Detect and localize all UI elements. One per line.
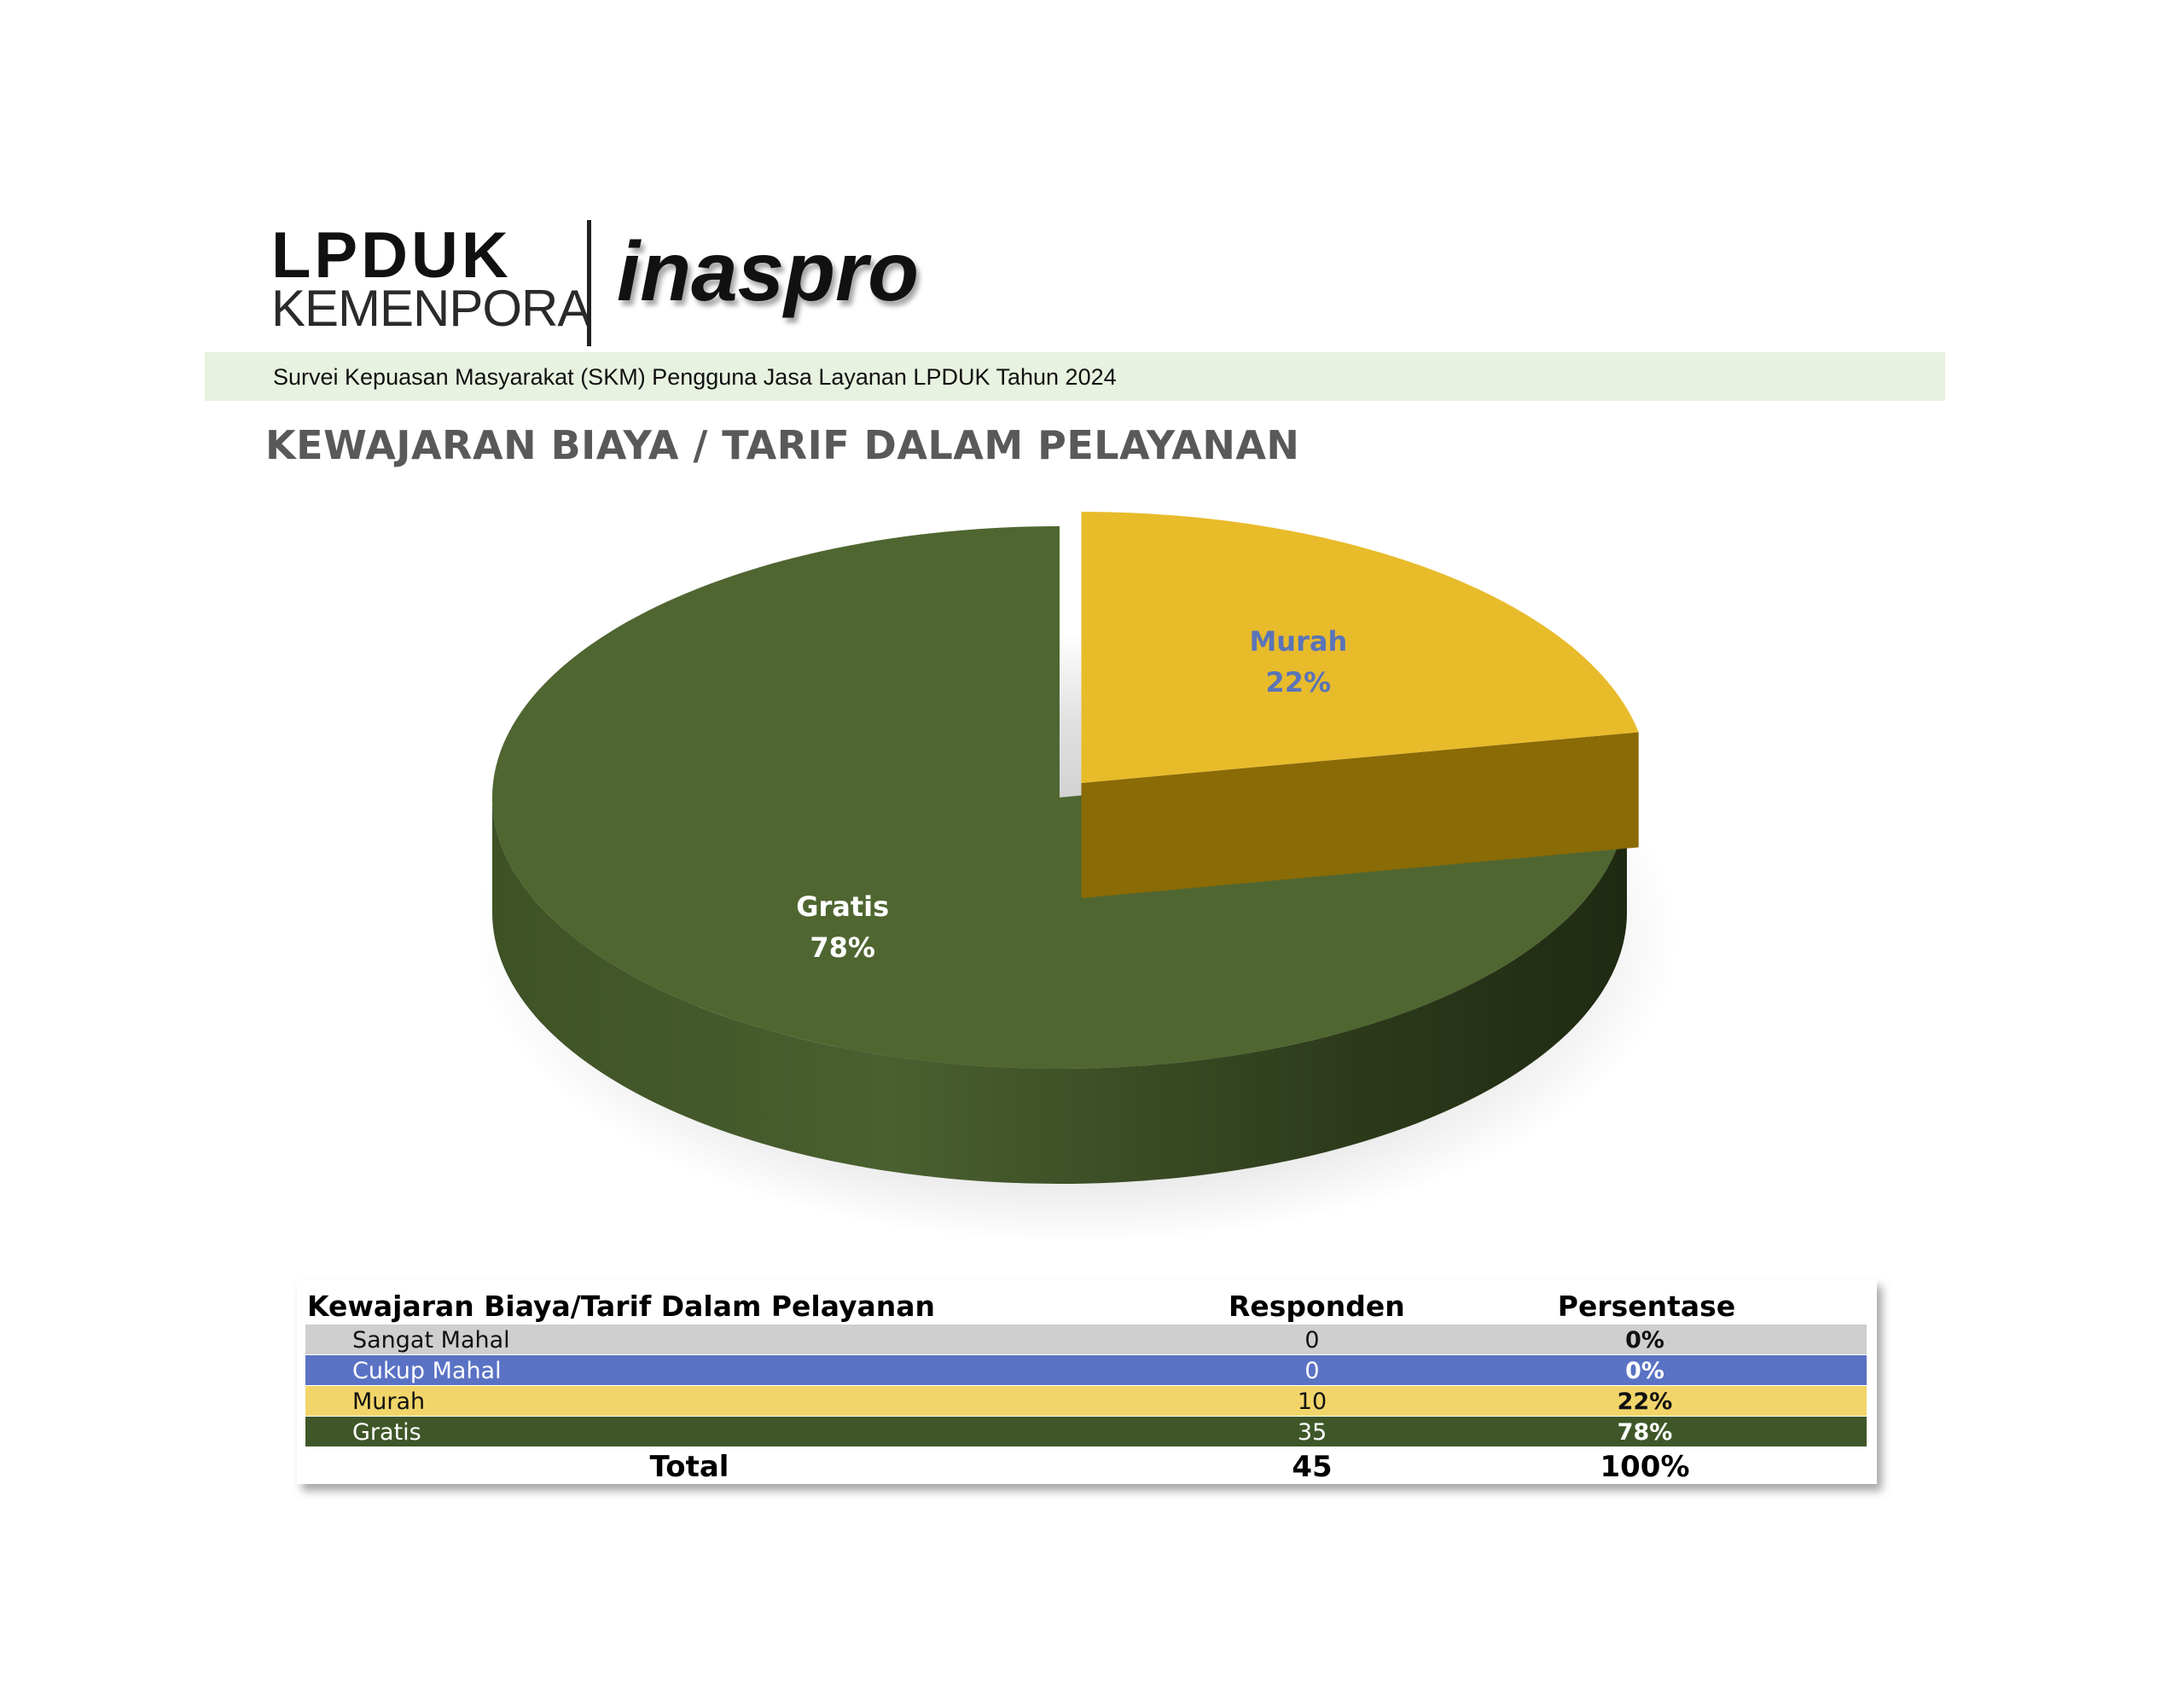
row-respondents: 0 (1304, 1358, 1320, 1384)
row-category: Murah (352, 1388, 426, 1415)
slice-side-gratis (492, 797, 1627, 1184)
slice-label-murah: Murah (1249, 625, 1347, 658)
row-percent: 22% (1617, 1388, 1673, 1415)
row-category: Sangat Mahal (352, 1327, 510, 1354)
row-percent: 0% (1625, 1358, 1664, 1384)
table-row: Murah 10 22% (305, 1386, 1867, 1416)
row-category: Gratis (352, 1419, 421, 1446)
table-row: Sangat Mahal 0 0% (305, 1325, 1867, 1354)
slice-value-murah: 22% (1266, 666, 1332, 699)
logo-divider (587, 220, 591, 346)
logo-lpduk: LPDUK (271, 219, 512, 292)
slice-label-gratis: Gratis (796, 890, 889, 923)
header-category: Kewajaran Biaya/Tarif Dalam Pelayanan (307, 1290, 936, 1323)
row-respondents: 0 (1304, 1327, 1320, 1354)
table-row: Cukup Mahal 0 0% (305, 1355, 1867, 1385)
row-percent: 0% (1625, 1327, 1664, 1354)
table-total-row: Total 45 100% (305, 1450, 1867, 1484)
logo: LPDUK KEMENPORA inaspro (271, 218, 937, 346)
survey-banner: Survei Kepuasan Masyarakat (SKM) Penggun… (205, 352, 1945, 401)
row-category: Cukup Mahal (352, 1358, 502, 1384)
summary-table: Kewajaran Biaya/Tarif Dalam Pelayanan Re… (297, 1279, 1877, 1484)
row-respondents: 10 (1297, 1388, 1327, 1415)
row-respondents: 35 (1297, 1419, 1327, 1446)
page-title: KEWAJARAN BIAYA / TARIF DALAM PELAYANAN (265, 422, 1300, 468)
table-row: Gratis 35 78% (305, 1417, 1867, 1446)
survey-banner-text: Survei Kepuasan Masyarakat (SKM) Penggun… (273, 364, 1117, 390)
logo-inaspro: inaspro (617, 224, 919, 318)
header-respondents: Responden (1228, 1290, 1405, 1323)
slice-gratis (492, 526, 1627, 1069)
total-label: Total (649, 1450, 729, 1484)
total-respondents: 45 (1292, 1450, 1333, 1484)
table-header: Kewajaran Biaya/Tarif Dalam Pelayanan Re… (307, 1286, 1868, 1323)
slice-cut-murah (1081, 732, 1639, 899)
header-percent: Persentase (1557, 1290, 1736, 1323)
logo-kemenpora: KEMENPORA (271, 280, 591, 337)
slice-murah (1081, 512, 1639, 784)
row-percent: 78% (1617, 1419, 1673, 1446)
slice-value-gratis: 78% (810, 931, 875, 964)
total-percent: 100% (1600, 1450, 1690, 1484)
